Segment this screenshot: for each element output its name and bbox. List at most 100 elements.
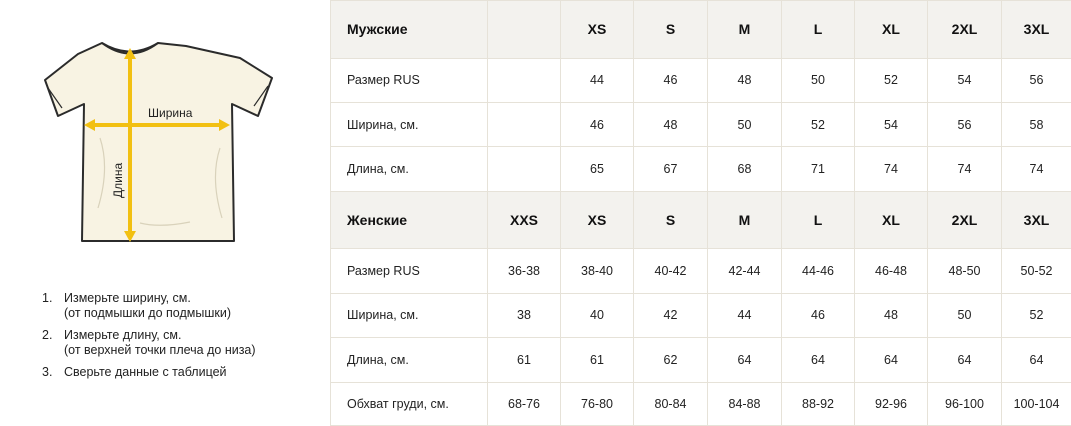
table-cell: 50 (707, 101, 782, 148)
table-cell: 50 (781, 57, 855, 103)
table-cell: 54 (927, 57, 1002, 103)
table-cell: 61 (487, 337, 561, 383)
table-cell: 64 (781, 337, 855, 383)
size-header-cell (487, 0, 561, 59)
table-cell: 52 (1001, 292, 1071, 339)
table-cell: 46-48 (854, 248, 928, 294)
size-header-cell: XS (560, 190, 634, 250)
table-cell: 52 (781, 101, 855, 148)
table-cell: 44 (707, 292, 782, 339)
table-cell: 48 (633, 101, 708, 148)
table-cell: 46 (633, 57, 708, 103)
row-label: Ширина, см. (330, 101, 488, 148)
table-cell: 58 (1001, 101, 1071, 148)
table-cell: 38 (487, 292, 561, 339)
size-header-cell: 2XL (927, 0, 1002, 59)
size-header-cell: 3XL (1001, 190, 1071, 250)
table-cell: 46 (560, 101, 634, 148)
table-row: Длина, см. 61 61 62 64 64 64 64 64 (330, 337, 1071, 383)
instructions-list: 1. Измерьте ширину, см. (от подмышки до … (42, 291, 256, 387)
table-cell: 40 (560, 292, 634, 339)
table-row: Размер RUS 44 46 48 50 52 54 56 (330, 57, 1071, 103)
table-row: Ширина, см. 46 48 50 52 54 56 58 (330, 101, 1071, 148)
body-wrinkles (97, 137, 223, 226)
table-cell: 61 (560, 337, 634, 383)
table-cell: 56 (1001, 57, 1071, 103)
row-label: Длина, см. (330, 337, 488, 383)
size-header-cell: M (707, 0, 782, 59)
table-cell: 74 (854, 146, 928, 192)
instruction-note: (от верхней точки плеча до низа) (64, 343, 256, 357)
size-header-cell: 2XL (927, 190, 1002, 250)
table-cell: 100-104 (1001, 381, 1071, 426)
tshirt-body (44, 42, 273, 242)
table-cell: 56 (927, 101, 1002, 148)
table-row: Ширина, см. 38 40 42 44 46 48 50 52 (330, 292, 1071, 339)
table-cell: 96-100 (927, 381, 1002, 426)
instruction-item: 2. Измерьте длину, см. (от верхней точки… (42, 328, 256, 358)
table-cell: 40-42 (633, 248, 708, 294)
table-cell: 54 (854, 101, 928, 148)
table-cell: 62 (633, 337, 708, 383)
instruction-note: (от подмышки до подмышки) (64, 306, 231, 320)
size-header-cell: XXS (487, 190, 561, 250)
instruction-text: Измерьте длину, см. (64, 328, 182, 342)
table-cell: 50-52 (1001, 248, 1071, 294)
table-cell: 74 (1001, 146, 1071, 192)
left-sleeve-hem (47, 87, 63, 109)
table-cell: 64 (707, 337, 782, 383)
row-label: Размер RUS (330, 248, 488, 294)
size-header-cell: S (633, 0, 708, 59)
women-section-title: Женские (330, 190, 488, 250)
table-cell: 71 (781, 146, 855, 192)
table-cell: 64 (854, 337, 928, 383)
table-cell (487, 101, 561, 148)
size-table: Мужские XS S M L XL 2XL 3XL Размер RUS 44 46 48 50 52… (330, 0, 1071, 426)
table-cell: 74 (927, 146, 1002, 192)
length-arrow-head-bottom (124, 231, 136, 242)
length-label: Длина (111, 163, 125, 198)
instruction-number: 3. (42, 365, 53, 379)
table-cell: 80-84 (633, 381, 708, 426)
size-header-cell: XL (854, 190, 928, 250)
instruction-number: 1. (42, 291, 53, 305)
width-label: Ширина (148, 106, 193, 120)
table-row: Размер RUS 36-38 38-40 40-42 42-44 44-46 46-48… (330, 248, 1071, 294)
width-arrow-head-right (219, 119, 230, 131)
row-label: Обхват груди, см. (330, 381, 488, 426)
table-row: Обхват груди, см. 68-76 76-80 80-84 84-88 88-… (330, 381, 1071, 426)
size-header-cell: M (707, 190, 782, 250)
table-cell: 67 (633, 146, 708, 192)
table-cell: 68-76 (487, 381, 561, 426)
instruction-item: 1. Измерьте ширину, см. (от подмышки до … (42, 291, 256, 321)
length-arrow-head-top (124, 48, 136, 59)
table-cell: 92-96 (854, 381, 928, 426)
table-cell: 68 (707, 146, 782, 192)
table-row: Длина, см. 65 67 68 71 74 74 74 (330, 146, 1071, 192)
width-arrow-head-left (84, 119, 95, 131)
instruction-text: Сверьте данные с таблицей (64, 365, 227, 379)
table-cell: 52 (854, 57, 928, 103)
table-cell: 38-40 (560, 248, 634, 294)
table-cell: 48 (854, 292, 928, 339)
table-cell: 48-50 (927, 248, 1002, 294)
table-cell (487, 57, 561, 103)
men-section-title: Мужские (330, 0, 488, 59)
tshirt-diagram: Ширина Длина (44, 42, 273, 242)
instruction-text: Измерьте ширину, см. (64, 291, 191, 305)
table-cell: 42 (633, 292, 708, 339)
table-cell: 88-92 (781, 381, 855, 426)
row-label: Ширина, см. (330, 292, 488, 339)
table-cell: 50 (927, 292, 1002, 339)
table-cell: 44-46 (781, 248, 855, 294)
table-cell: 64 (927, 337, 1002, 383)
table-cell: 36-38 (487, 248, 561, 294)
table-cell: 64 (1001, 337, 1071, 383)
table-cell: 84-88 (707, 381, 782, 426)
right-sleeve-hem (253, 85, 269, 107)
table-cell: 65 (560, 146, 634, 192)
table-cell: 76-80 (560, 381, 634, 426)
size-header-cell: S (633, 190, 708, 250)
table-cell: 46 (781, 292, 855, 339)
men-header-row: Мужские XS S M L XL 2XL 3XL (330, 0, 1071, 59)
